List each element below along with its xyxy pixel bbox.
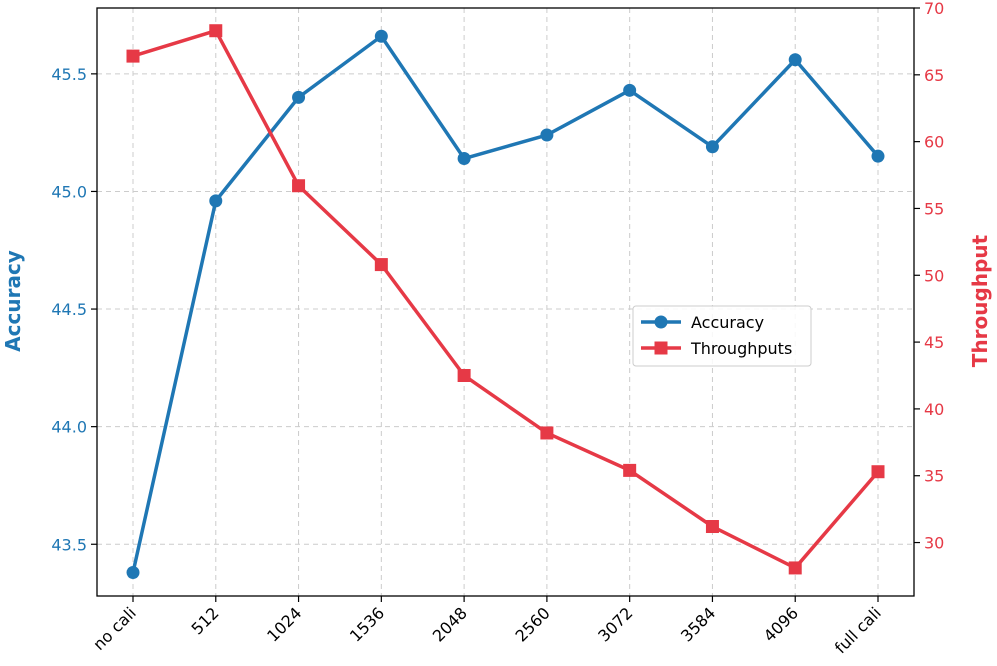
legend-label-accuracy: Accuracy [691, 313, 764, 332]
accuracy-point [374, 29, 388, 43]
accuracy-line [131, 34, 880, 575]
plot-frame [96, 7, 915, 597]
y-right-tick-label: 60 [924, 133, 944, 152]
legend-label-throughputs: Throughputs [690, 339, 792, 358]
accuracy-point [788, 53, 802, 67]
y-left-tick-label: 43.5 [51, 535, 87, 554]
accuracy-point [623, 83, 637, 97]
throughputs-point [623, 463, 637, 477]
x-tick-label: 1536 [346, 603, 388, 645]
x-tick-label: 512 [188, 603, 223, 638]
accuracy-point [457, 152, 471, 166]
x-tick-label: 3072 [594, 603, 636, 645]
throughputs-line [131, 28, 880, 570]
x-tick-label: full cali [831, 603, 885, 657]
y-left-tick-label: 44.0 [51, 418, 87, 437]
y-right-tick-label: 35 [924, 467, 944, 486]
accuracy-point [540, 128, 554, 142]
y-right-tick-label: 40 [924, 400, 944, 419]
throughputs-point [540, 426, 554, 440]
throughputs-point [126, 49, 140, 63]
x-tick-label: no cali [89, 603, 140, 654]
y-right-tick-label: 55 [924, 199, 944, 218]
accuracy-point [871, 149, 885, 163]
throughputs-point [374, 258, 388, 272]
y-axis-right-title: Throughput [968, 234, 992, 367]
accuracy-point [209, 194, 223, 208]
accuracy-point [292, 90, 306, 104]
y-left-tick-label: 45.0 [51, 182, 87, 201]
x-tick-label: 3584 [677, 603, 719, 645]
y-axis-left: 43.5 44.0 44.5 45.0 45.5 [51, 65, 97, 554]
throughputs-point [871, 465, 885, 479]
y-axis-right: 30 35 40 45 50 55 60 65 70 [914, 0, 944, 553]
throughputs-point [457, 369, 471, 382]
x-tick-label: 2048 [429, 603, 471, 645]
grid [97, 8, 914, 596]
y-left-tick-label: 45.5 [51, 65, 87, 84]
x-tick-label: 2560 [511, 603, 553, 645]
legend-marker-accuracy [654, 315, 668, 329]
accuracy-point [126, 565, 140, 579]
legend-marker-throughputs [654, 341, 668, 355]
y-axis-left-title: Accuracy [1, 250, 25, 352]
y-right-tick-label: 30 [924, 534, 944, 553]
legend: Accuracy Throughputs [632, 305, 812, 367]
series-layer [126, 24, 885, 579]
throughputs-point [788, 561, 802, 575]
y-right-tick-label: 65 [924, 66, 944, 85]
y-right-tick-label: 70 [924, 0, 944, 18]
accuracy-point [705, 140, 719, 154]
x-tick-label: 4096 [760, 603, 802, 645]
throughputs-point [292, 179, 306, 193]
y-left-tick-label: 44.5 [51, 300, 87, 319]
y-right-tick-label: 50 [924, 266, 944, 285]
x-axis: no cali 512 1024 1536 2048 2560 3072 3584 4096 fu… [89, 596, 885, 657]
throughputs-point [705, 520, 719, 534]
throughputs-point [209, 24, 223, 38]
x-tick-label: 1024 [263, 603, 305, 645]
y-right-tick-label: 45 [924, 333, 944, 352]
